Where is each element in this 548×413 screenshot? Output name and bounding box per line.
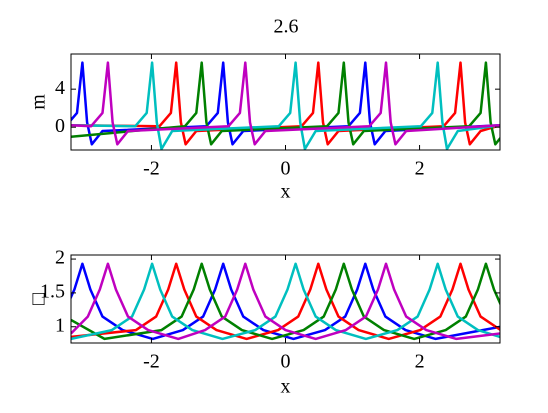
y-tick-label: 1.5 <box>40 281 65 303</box>
line-series <box>71 61 500 150</box>
line-series <box>71 61 500 146</box>
line-series <box>71 61 500 146</box>
x-tick-label: 0 <box>281 158 291 180</box>
x-tick-label: 0 <box>281 351 291 373</box>
line-series <box>71 262 500 341</box>
y-tick-label: 4 <box>55 77 65 99</box>
y-axis-label: m <box>28 94 50 110</box>
x-tick-label: 2 <box>415 158 425 180</box>
y-tick-label: 2 <box>55 247 65 269</box>
line-series <box>71 262 500 341</box>
chart-title: 2.6 <box>274 16 299 38</box>
line-series <box>71 262 500 341</box>
y-axis-label: □ <box>28 293 50 305</box>
line-series <box>71 61 500 146</box>
y-tick-label: 0 <box>55 115 65 137</box>
x-tick-label: -2 <box>143 158 160 180</box>
x-tick-label: -2 <box>143 351 160 373</box>
line-series <box>71 61 500 146</box>
line-series <box>71 262 500 341</box>
plot-area <box>71 61 500 150</box>
x-tick-label: 2 <box>415 351 425 373</box>
axes-box <box>70 53 501 151</box>
plot-area <box>71 262 500 341</box>
x-axis-label: x <box>281 376 291 398</box>
y-tick-label: 1 <box>55 314 65 336</box>
x-axis-label: x <box>281 181 291 203</box>
line-series <box>71 262 500 341</box>
